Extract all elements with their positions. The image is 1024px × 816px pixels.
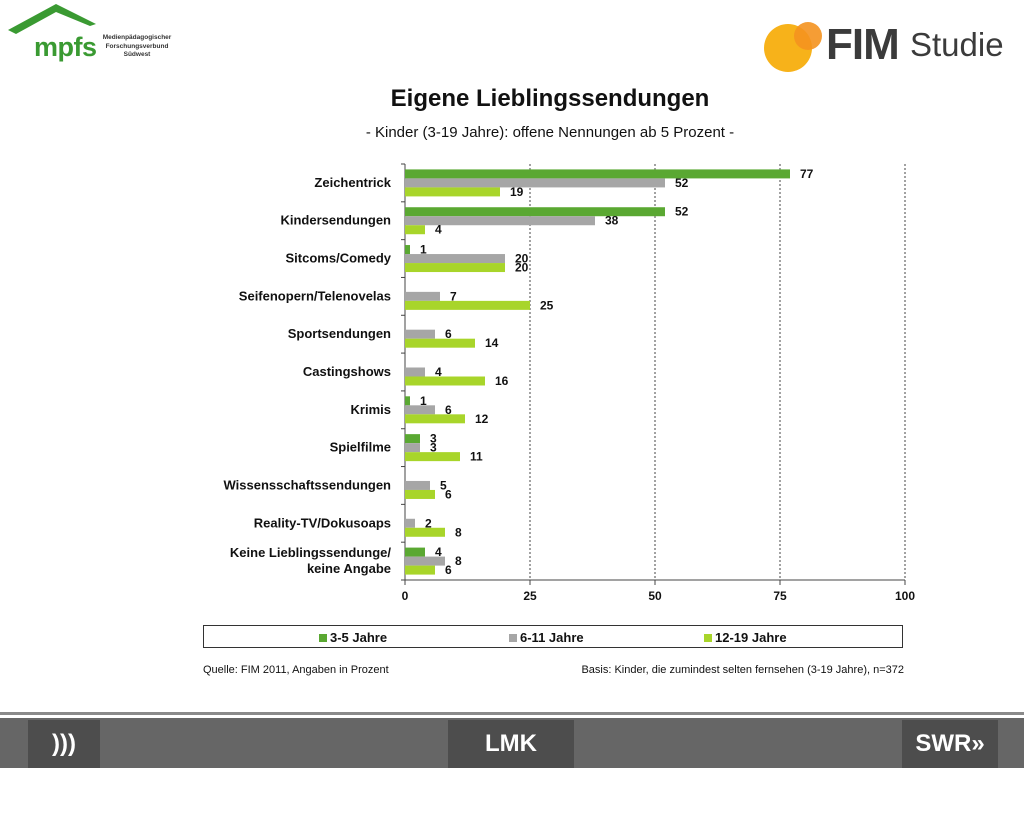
- legend-item-6-11: 6-11 Jahre: [509, 630, 584, 645]
- data-label: 8: [455, 554, 462, 568]
- data-label: 1: [420, 394, 427, 408]
- fim-studie-logo: FIM Studie: [760, 10, 1010, 75]
- chart-legend: 3-5 Jahre 6-11 Jahre 12-19 Jahre: [203, 625, 903, 648]
- bar: [405, 338, 475, 348]
- data-label: 20: [515, 261, 529, 275]
- fim-studie-word: Studie: [910, 26, 1004, 63]
- data-label: 20: [515, 252, 529, 266]
- bar: [405, 187, 500, 197]
- bar: [405, 225, 425, 235]
- data-label: 4: [435, 365, 442, 379]
- bar: [405, 396, 410, 406]
- category-label: Krimis: [351, 402, 391, 417]
- legend-swatch-6-11: [509, 633, 517, 642]
- category-label: Sitcoms/Comedy: [286, 251, 392, 266]
- footer-divider: [0, 712, 1024, 715]
- data-label: 25: [540, 298, 554, 312]
- category-label: Reality-TV/Dokusoaps: [254, 515, 391, 530]
- category-label: Castingshows: [303, 364, 391, 379]
- data-label: 3: [430, 432, 437, 446]
- basis-note: Basis: Kinder, die zumindest selten fern…: [581, 664, 904, 676]
- bar: [405, 254, 505, 264]
- legend-item-3-5: 3-5 Jahre: [319, 630, 387, 645]
- bar: [405, 300, 530, 310]
- data-label: 52: [675, 176, 689, 190]
- data-label: 38: [605, 214, 619, 228]
- data-label: 8: [455, 525, 462, 539]
- source-note: Quelle: FIM 2011, Angaben in Prozent: [203, 664, 389, 676]
- legend-item-12-19: 12-19 Jahre: [704, 630, 787, 645]
- bar-chart: 0 25 50 75 100Zeichentrick775219Kindersendun…: [224, 163, 915, 603]
- data-label: 4: [435, 223, 442, 237]
- legend-swatch-3-5: [319, 633, 327, 642]
- bar: [405, 452, 460, 462]
- mpfs-roof-icon: [8, 4, 96, 34]
- data-label: 7: [450, 289, 457, 303]
- bar: [405, 527, 445, 537]
- data-label: 6: [445, 327, 452, 341]
- category-label: Sportsendungen: [288, 326, 391, 341]
- bar: [405, 414, 465, 424]
- data-label: 3: [430, 441, 437, 455]
- category-label: Seifenopern/Telenovelas: [239, 288, 391, 303]
- data-label: 52: [675, 205, 689, 219]
- bar: [405, 556, 445, 566]
- bar: [405, 547, 425, 557]
- legend-swatch-12-19: [704, 633, 712, 642]
- swr-logo: SWR»: [902, 720, 998, 768]
- x-tick-label-75: 75: [773, 589, 787, 603]
- bar: [405, 291, 440, 301]
- bar: [405, 216, 595, 226]
- bar: [405, 207, 665, 217]
- lmk-logo: LMK: [448, 720, 574, 768]
- x-tick-label-100: 100: [895, 589, 915, 603]
- bar: [405, 178, 665, 188]
- data-label: 2: [425, 516, 432, 530]
- chart-title: Eigene Lieblingssendungen: [390, 85, 710, 112]
- data-label: 5: [440, 478, 447, 492]
- data-label: 6: [445, 403, 452, 417]
- data-label: 77: [800, 167, 814, 181]
- bar: [405, 329, 435, 339]
- data-label: 12: [475, 412, 489, 426]
- bar: [405, 263, 505, 273]
- bar: [405, 518, 415, 528]
- bar: [405, 489, 435, 499]
- bar: [405, 434, 420, 444]
- mpfs-subtitle: Medienpädagogischer Forschungsverbund Sü…: [102, 34, 172, 58]
- data-label: 6: [445, 563, 452, 577]
- data-label: 1: [420, 243, 427, 257]
- category-label: Kindersendungen: [280, 213, 391, 228]
- data-label: 4: [435, 545, 442, 559]
- bar: [405, 245, 410, 255]
- category-label: Spielfilme: [330, 440, 391, 455]
- lfk-logo: ))) LFK: [28, 720, 100, 805]
- data-label: 16: [495, 374, 509, 388]
- bar: [405, 169, 790, 179]
- bar: [405, 367, 425, 377]
- bar: [405, 443, 420, 453]
- data-label: 14: [485, 336, 499, 350]
- bar: [405, 376, 485, 386]
- x-tick-label-0: 0: [402, 589, 409, 603]
- category-label: Wissensschaftssendungen: [224, 477, 392, 492]
- mpfs-logo: mpfs Medienpädagogischer Forschungsverbu…: [6, 2, 176, 64]
- mpfs-word: mpfs: [34, 32, 97, 62]
- chart-subtitle: - Kinder (3-19 Jahre): offene Nennungen …: [365, 124, 735, 141]
- data-label: 11: [470, 450, 483, 464]
- category-label: keine Angabe: [307, 561, 391, 576]
- x-tick-label-50: 50: [648, 589, 662, 603]
- fim-word: FIM: [826, 20, 900, 69]
- bar: [405, 565, 435, 575]
- data-label: 19: [510, 185, 524, 199]
- category-label: Zeichentrick: [314, 175, 391, 190]
- x-tick-label-25: 25: [523, 589, 537, 603]
- category-label: Keine Lieblingssendunge/: [230, 545, 391, 560]
- bar: [405, 405, 435, 415]
- bar: [405, 480, 430, 490]
- fim-circles-icon: [764, 22, 822, 72]
- data-label: 6: [445, 487, 452, 501]
